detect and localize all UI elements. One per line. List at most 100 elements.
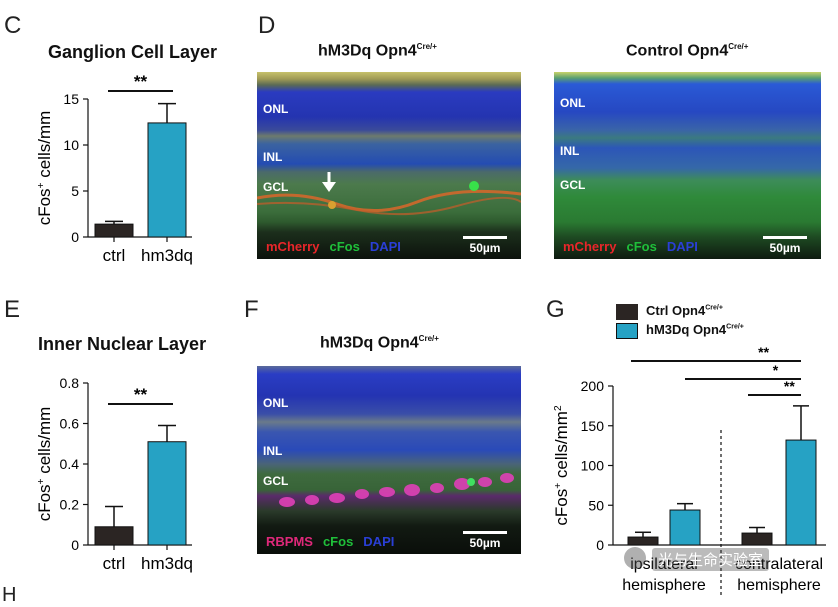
stain-dapi: DAPI [369, 239, 401, 254]
y-tick-label: 50 [588, 497, 604, 513]
micro-title-d-right: Control Opn4Cre/+ [626, 42, 748, 60]
y-tick-label: 100 [581, 458, 605, 474]
cre-superscript: Cre/+ [418, 334, 439, 343]
y-axis-label: cFos+ cells/mm [35, 407, 54, 522]
cre-superscript: Cre/+ [416, 42, 437, 51]
micrograph-f-hm3dq: ONL INL GCL RBPMS cFos DAPI 50µm [257, 366, 521, 554]
x-tick-label: hm3dq [141, 554, 193, 573]
stain-legend-d-right: mCherry cFos DAPI [563, 239, 708, 254]
y-axis-label-part: cFos [35, 188, 54, 225]
legend-sup: Cre/+ [705, 304, 723, 312]
micrograph-d-control: ONL INL GCL mCherry cFos DAPI 50µm [554, 72, 821, 259]
stain-legend-d-left: mCherry cFos DAPI [266, 239, 411, 254]
y-tick-label: 0.6 [60, 416, 80, 432]
watermark-text: 光与生命实验室 [652, 548, 770, 571]
chart-title-c: Ganglion Cell Layer [48, 42, 218, 62]
micrograph-f-overlay [279, 473, 514, 507]
x-tick-label: hm3dq [141, 246, 193, 265]
y-tick-label: 0 [596, 537, 604, 553]
scale-bar: 50µm [463, 236, 507, 255]
scale-bar-label: 50µm [769, 241, 801, 255]
y-tick-label: 0.2 [60, 497, 80, 513]
scale-bar: 50µm [463, 531, 507, 550]
significance-label: ** [758, 344, 769, 360]
scale-bar-label: 50µm [469, 536, 501, 550]
scale-bar-label: 50µm [469, 241, 501, 255]
y-axis-label-part: 2 [553, 405, 564, 411]
x-tick-label: ctrl [103, 554, 126, 573]
micro-title-f: hM3Dq Opn4Cre/+ [320, 334, 439, 352]
micro-title-d-left-text: hM3Dq Opn4 [318, 42, 417, 60]
y-axis-label: cFos+ cells/mm2 [552, 405, 571, 526]
stain-cfos: cFos [329, 239, 360, 254]
bar-hm3dq [147, 122, 187, 238]
y-axis-label-part: cells/mm [35, 111, 54, 183]
x-group-label: contralateral [735, 556, 823, 573]
stain-mcherry: mCherry [563, 239, 617, 254]
y-axis-label-part: + [36, 182, 47, 188]
bar-ctrl-group-1 [741, 532, 773, 546]
stain-legend-f: RBPMS cFos DAPI [266, 534, 404, 549]
y-tick-label: 10 [63, 137, 79, 153]
scale-bar: 50µm [763, 236, 807, 255]
stain-rbpms: RBPMS [266, 534, 313, 549]
legend-ctrl-text: Ctrl Opn4 [646, 303, 706, 318]
significance-label: ** [134, 385, 148, 404]
panel-letter-f: F [244, 296, 259, 323]
y-tick-label: 0 [71, 229, 79, 245]
bar-hm3dq-group-1 [785, 439, 817, 546]
y-axis-label-part: cells/mm [35, 407, 54, 479]
y-axis-label-part: + [36, 478, 47, 484]
stain-cfos: cFos [626, 239, 657, 254]
micrograph-d-hm3dq: ONL INL GCL mCherry cFos DAPI 50µm [257, 72, 521, 259]
bar-hm3dq [147, 441, 187, 546]
bar-hm3dq-group-0 [669, 509, 701, 546]
layer-label-gcl: GCL [560, 178, 586, 192]
micrograph-d-overlay [257, 172, 521, 216]
cre-superscript: Cre/+ [728, 42, 749, 51]
legend-sup: Cre/+ [726, 323, 744, 331]
layer-label-onl: ONL [263, 396, 289, 410]
stain-mcherry: mCherry [266, 239, 320, 254]
chart-title-e: Inner Nuclear Layer [38, 334, 207, 354]
y-tick-label: 0.4 [60, 456, 80, 472]
legend-swatch-ctrl [616, 304, 638, 320]
legend-label-hm3dq: hM3Dq Opn4Cre/+ [646, 322, 744, 337]
legend-hm3dq-text: hM3Dq Opn4 [646, 322, 727, 337]
y-axis-label-part: cFos [35, 484, 54, 521]
x-group-label: ipsilateral [630, 556, 698, 573]
x-group-label-line2: hemisphere [622, 577, 706, 594]
stain-cfos: cFos [322, 534, 354, 549]
panel-letter-c: C [4, 12, 22, 39]
watermark-icon [624, 547, 646, 569]
y-tick-label: 200 [581, 378, 605, 394]
y-axis-label: cFos+ cells/mm [35, 111, 54, 226]
panel-letter-g: G [546, 296, 565, 323]
y-tick-label: 0.8 [60, 375, 80, 391]
significance-label: ** [134, 72, 148, 91]
legend-swatch-hm3dq [616, 323, 638, 339]
scale-bar-line [463, 236, 507, 239]
layer-label-onl: ONL [560, 96, 586, 110]
layer-label-inl: INL [263, 150, 283, 164]
significance-label: ** [784, 378, 795, 394]
y-tick-label: 5 [71, 183, 79, 199]
stain-dapi: DAPI [363, 534, 395, 549]
y-tick-label: 150 [581, 418, 605, 434]
panel-letter-d: D [258, 12, 276, 39]
layer-label-onl: ONL [263, 102, 289, 116]
scale-bar-line [463, 531, 507, 534]
panel-letter-h: H [2, 584, 17, 606]
scale-bar-line [763, 236, 807, 239]
y-tick-label: 15 [63, 91, 79, 107]
y-axis-label-part: cells/mm [552, 411, 571, 483]
micro-title-d-left: hM3Dq Opn4Cre/+ [318, 42, 437, 60]
significance-label: * [773, 362, 779, 378]
y-axis-label-part: + [553, 483, 564, 489]
y-axis-label-part: cFos [552, 489, 571, 526]
x-group-label-line2: hemisphere [737, 577, 821, 594]
layer-label-gcl: GCL [263, 180, 289, 194]
